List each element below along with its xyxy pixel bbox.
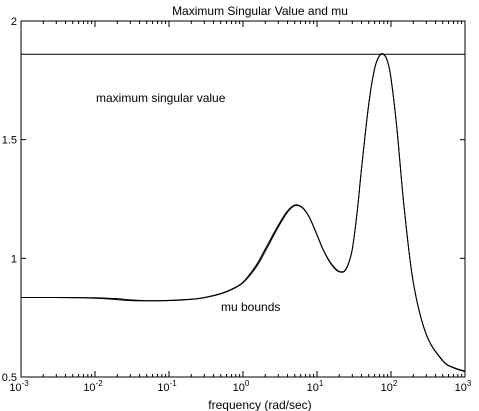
y-tick-label: 1.5 xyxy=(2,135,17,147)
y-tick-label: 2 xyxy=(11,16,17,28)
annotation-mu-bounds: mu bounds xyxy=(221,300,280,314)
x-tick-label: 101 xyxy=(307,379,324,394)
plot-area xyxy=(20,20,466,378)
y-tick-label: 0.5 xyxy=(2,372,17,384)
x-tick-label: 10-3 xyxy=(9,379,29,394)
axis-ticks xyxy=(20,20,466,378)
x-tick-label: 102 xyxy=(381,379,398,394)
y-axis-tick-labels: 0.5 1 1.5 2 xyxy=(2,16,17,384)
x-axis-label: frequency (rad/sec) xyxy=(208,398,311,411)
chart-title: Maximum Singular Value and mu xyxy=(172,4,348,18)
x-tick-label: 10-1 xyxy=(157,379,177,394)
series-group xyxy=(20,53,466,373)
series-line-2 xyxy=(20,53,466,373)
x-axis-tick-labels: 10-3 10-2 10-1 100 101 102 103 xyxy=(9,379,472,394)
x-tick-label: 100 xyxy=(233,379,250,394)
x-tick-label: 10-2 xyxy=(83,379,103,394)
y-tick-label: 1 xyxy=(11,253,17,265)
annotation-maximum-singular-value: maximum singular value xyxy=(96,91,226,105)
series-line-1 xyxy=(20,53,466,372)
x-tick-label: 103 xyxy=(455,379,472,394)
